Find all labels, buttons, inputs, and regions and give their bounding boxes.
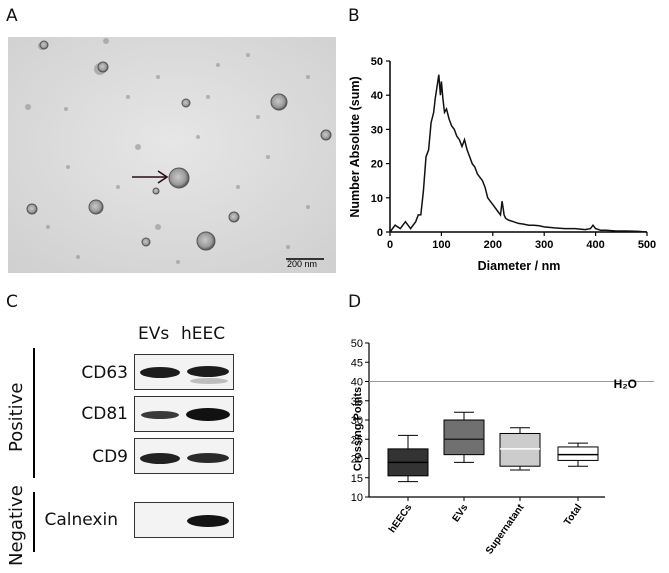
band-cd81-evs — [141, 411, 179, 419]
nta-x-tick-label: 300 — [535, 239, 553, 251]
panel-letter-b: B — [348, 6, 360, 26]
pcr-x-tick-label: hEECs — [387, 502, 415, 535]
nta-x-tick-label: 200 — [484, 239, 502, 251]
band-calnexin-heec — [187, 515, 229, 527]
blot-cd63 — [134, 354, 234, 390]
nta-y-tick-label: 0 — [377, 227, 383, 239]
positive-bracket — [33, 348, 35, 478]
band-cd9-heec — [187, 453, 229, 463]
nta-y-tick-label: 10 — [371, 193, 383, 205]
pcr-y-tick-label: 50 — [351, 338, 363, 350]
blot-cd9 — [134, 438, 234, 474]
panel-letter-d: D — [348, 292, 362, 312]
electron-micrograph: 200 nm — [8, 37, 336, 273]
pcr-tick-labels: 10 15 20 25 30 35 40 45 50 hEECs EVs Supernatant Tot… — [351, 338, 585, 557]
nta-x-tick-label: 400 — [586, 239, 604, 251]
box-supernatant — [499, 427, 541, 471]
nta-x-axis-label: Diameter / nm — [478, 259, 561, 273]
pcr-y-tick-label: 20 — [351, 454, 363, 466]
box-evs — [443, 411, 485, 463]
lane-label-evs: EVs — [138, 324, 170, 344]
pcr-x-tick-label: Supernatant — [484, 502, 527, 557]
nta-y-tick-label: 30 — [371, 124, 383, 136]
pcr-boxes — [387, 411, 599, 483]
micrograph-image — [8, 37, 336, 273]
nta-tick-labels: 0 100 200 300 400 500 0 10 20 30 40 50 — [371, 56, 656, 251]
nta-chart-axes — [386, 60, 648, 236]
row-label-calnexin: Calnexin — [44, 510, 118, 530]
pcr-chart-axes — [365, 342, 654, 501]
arrow-indicator — [132, 170, 169, 184]
pcr-y-tick-label: 35 — [351, 396, 363, 408]
pcr-x-tick-label: EVs — [451, 502, 471, 524]
nta-y-tick-label: 20 — [371, 159, 383, 171]
pcr-y-tick-label: 45 — [351, 357, 363, 369]
box-body — [499, 432, 541, 467]
nta-x-tick-label: 0 — [387, 239, 393, 251]
pcr-y-tick-label: 30 — [351, 415, 363, 427]
pcr-x-tick-label: Total — [562, 502, 584, 527]
pcr-y-axis-label: Crossing Points — [352, 387, 364, 471]
panel-letter-c: C — [6, 292, 18, 312]
nta-x-tick-label: 100 — [432, 239, 450, 251]
box-body — [557, 446, 599, 461]
pcr-y-tick-label: 15 — [351, 473, 363, 485]
blot-calnexin — [134, 502, 234, 538]
group-label-negative: Negative — [6, 485, 27, 566]
box-body — [443, 419, 485, 456]
pcr-y-tick-label: 10 — [351, 492, 363, 504]
nta-y-tick-label: 40 — [371, 90, 383, 102]
nta-series-line — [389, 74, 648, 233]
pcr-y-tick-label: 40 — [351, 377, 363, 389]
lane-label-heec: hEEC — [181, 324, 226, 344]
band-cd81-heec — [186, 408, 230, 421]
box-body — [387, 448, 429, 477]
band-cd63-heec — [187, 366, 229, 377]
band-cd9-evs — [140, 453, 180, 464]
nta-y-axis-label: Number Absolute (sum) — [348, 76, 362, 217]
nta-x-tick-label: 500 — [638, 239, 656, 251]
pcr-y-tick-label: 25 — [351, 434, 363, 446]
row-label-cd81: CD81 — [81, 404, 128, 424]
box-total — [557, 442, 599, 467]
band-cd63-evs — [140, 367, 180, 378]
scale-bar-label: 200 nm — [287, 259, 318, 269]
row-label-cd9: CD9 — [92, 447, 128, 467]
reference-line-label: H₂O — [614, 377, 637, 391]
nta-y-tick-label: 50 — [371, 56, 383, 68]
negative-bracket — [33, 492, 35, 552]
row-label-cd63: CD63 — [81, 363, 128, 383]
group-label-positive: Positive — [6, 382, 27, 452]
blot-cd81 — [134, 396, 234, 432]
panel-letter-a: A — [6, 6, 18, 26]
box-heecs — [387, 434, 429, 483]
